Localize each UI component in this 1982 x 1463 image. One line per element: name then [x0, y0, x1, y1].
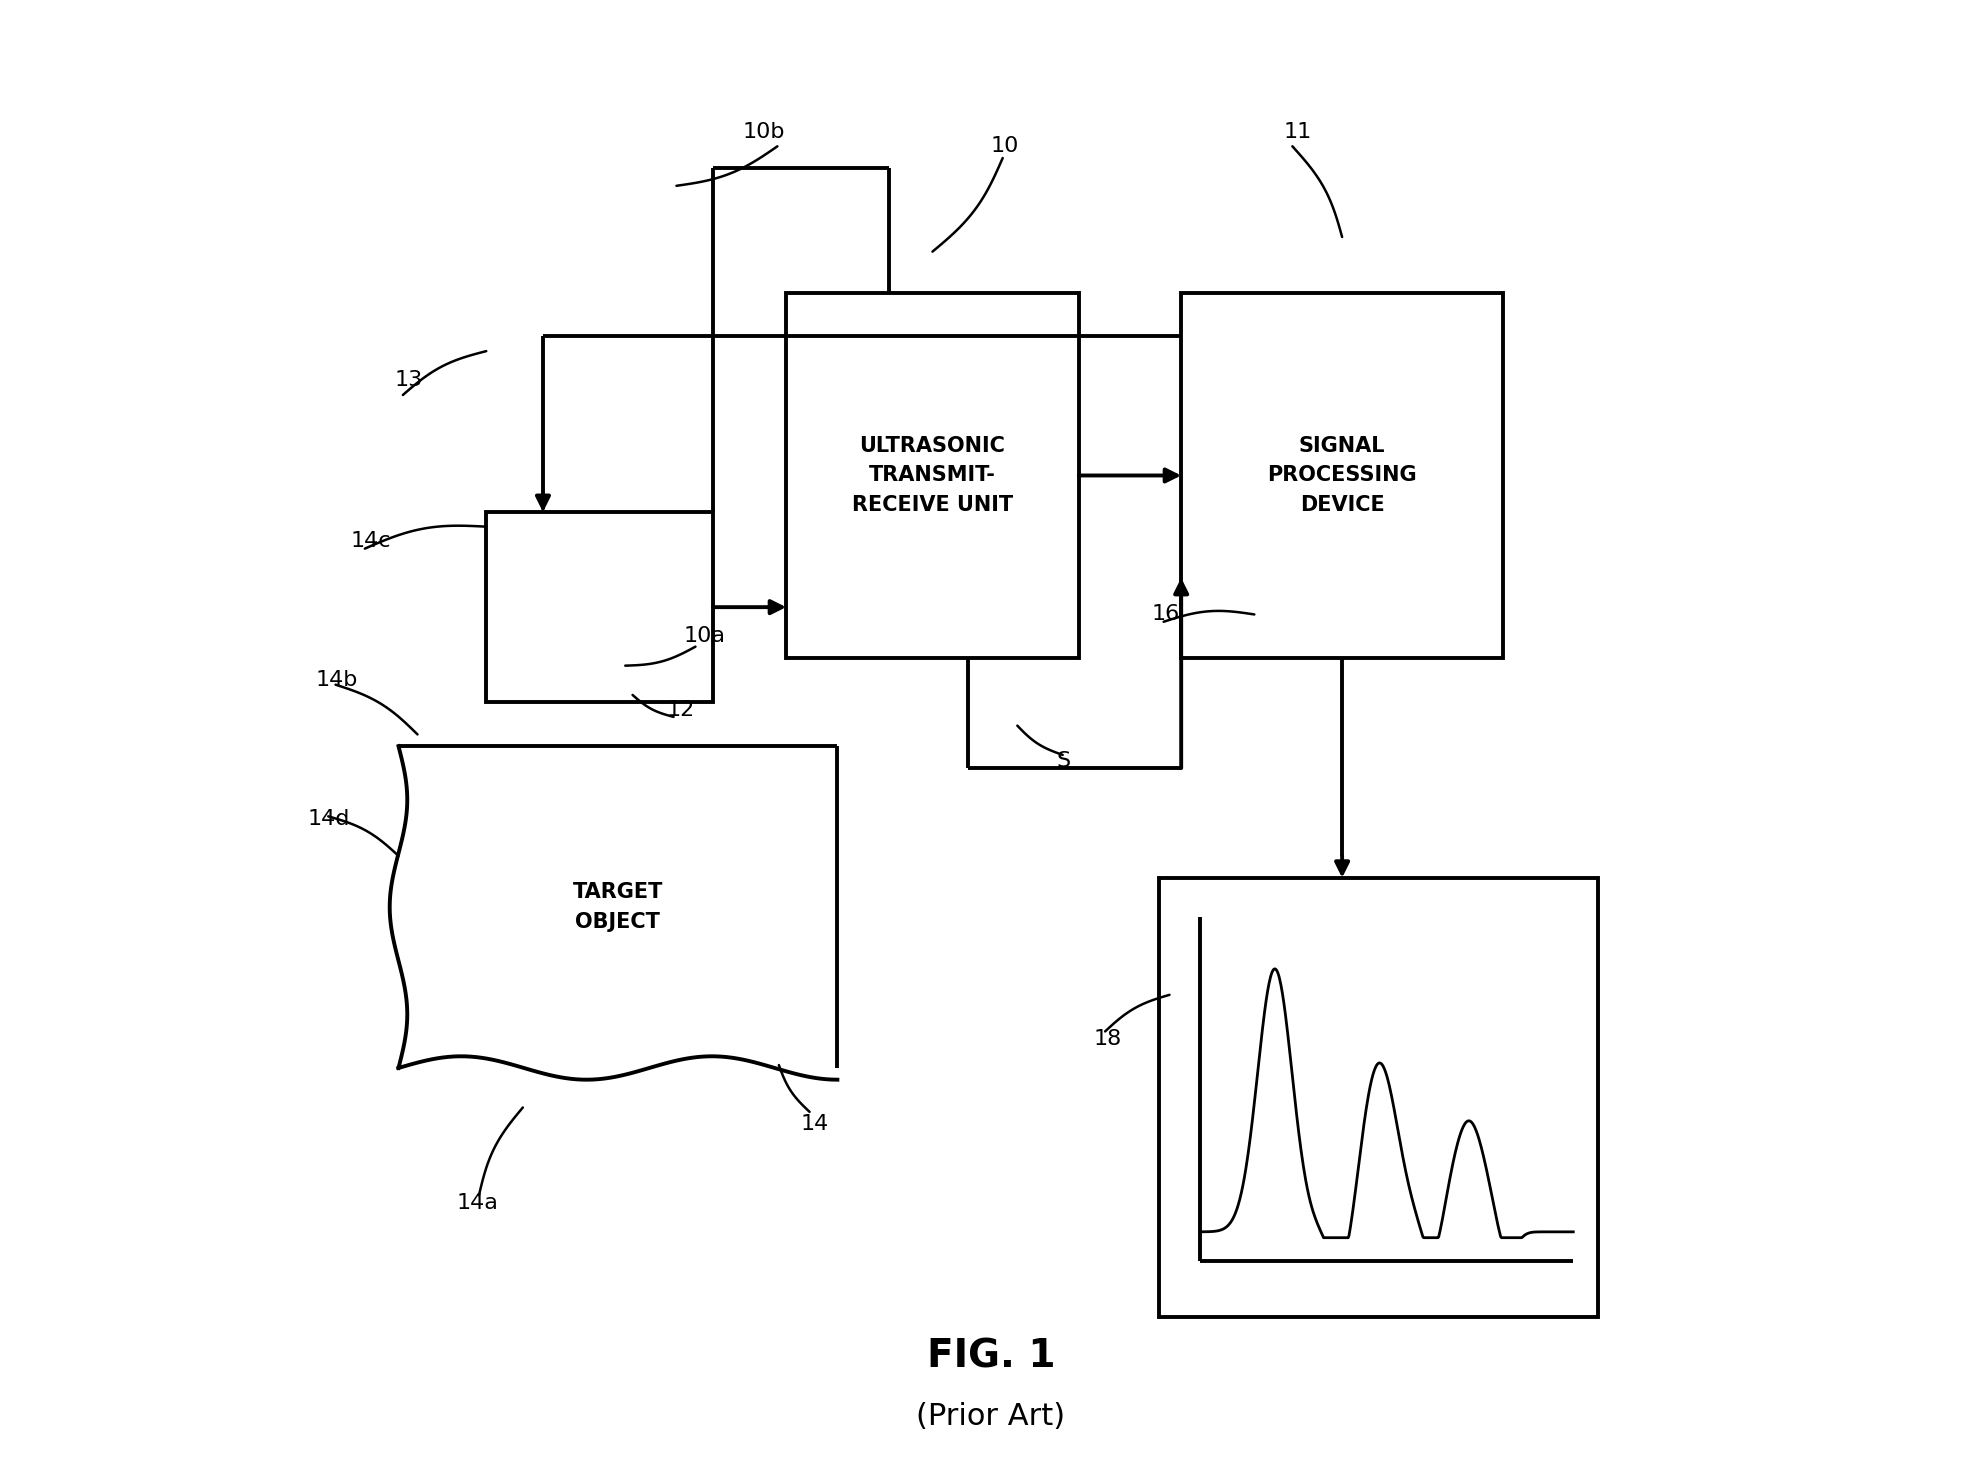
- Text: 18: 18: [1094, 1028, 1122, 1049]
- Text: 14c: 14c: [351, 531, 390, 552]
- Bar: [486, 512, 714, 702]
- Text: 12: 12: [666, 699, 694, 720]
- Text: 10a: 10a: [684, 626, 725, 647]
- Text: (Prior Art): (Prior Art): [916, 1402, 1066, 1431]
- Bar: [787, 293, 1078, 658]
- Text: 11: 11: [1284, 121, 1312, 142]
- Text: S: S: [1056, 751, 1070, 771]
- Bar: [1159, 878, 1597, 1317]
- Text: TARGET
OBJECT: TARGET OBJECT: [573, 882, 664, 932]
- Text: SIGNAL
PROCESSING
DEVICE: SIGNAL PROCESSING DEVICE: [1266, 436, 1417, 515]
- Bar: [1181, 293, 1502, 658]
- Text: FIG. 1: FIG. 1: [928, 1337, 1054, 1375]
- Text: 14: 14: [801, 1113, 828, 1134]
- Text: 10: 10: [991, 136, 1019, 157]
- Text: 16: 16: [1152, 604, 1179, 625]
- Text: 14a: 14a: [458, 1192, 499, 1213]
- Text: 14d: 14d: [307, 809, 351, 830]
- Text: 14b: 14b: [315, 670, 357, 691]
- Text: ULTRASONIC
TRANSMIT-
RECEIVE UNIT: ULTRASONIC TRANSMIT- RECEIVE UNIT: [852, 436, 1013, 515]
- Text: 13: 13: [394, 370, 422, 391]
- Text: 10b: 10b: [743, 121, 785, 142]
